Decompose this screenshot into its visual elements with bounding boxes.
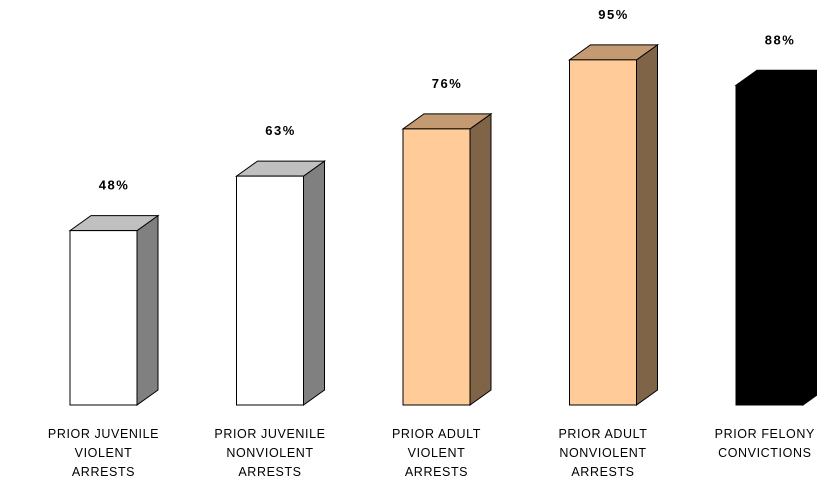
data-label: 63% [265, 123, 296, 138]
data-label: 95% [598, 7, 629, 22]
data-label: 76% [432, 76, 463, 91]
category-label: PRIOR JUVENILE VIOLENT ARRESTS [48, 427, 159, 479]
bar [567, 43, 660, 406]
bar-front-face [402, 128, 471, 406]
category-label-line: ARRESTS [238, 465, 301, 479]
category-label-line: CONVICTIONS [718, 446, 811, 460]
bar-front-face [569, 59, 637, 406]
bar-side-face [802, 74, 817, 406]
data-label: 88% [765, 32, 796, 47]
bar-side-face [136, 214, 159, 406]
category-label-line: PRIOR FELONY [715, 427, 815, 441]
bar [734, 69, 817, 406]
bar-front-face [236, 175, 304, 406]
category-label-line: PRIOR JUVENILE [214, 427, 325, 441]
bar [68, 214, 160, 406]
category-label-line: ARRESTS [405, 465, 468, 479]
bar-side-face [469, 112, 492, 406]
category-label: PRIOR FELONY CONVICTIONS [715, 427, 815, 460]
category-label-line: ARRESTS [72, 465, 135, 479]
bar-side-face [636, 43, 658, 406]
category-label-line: ARRESTS [571, 465, 634, 479]
category-label-line: VIOLENT [408, 446, 466, 460]
category-label: PRIOR ADULT NONVIOLENT ARRESTS [558, 427, 647, 479]
category-label-line: VIOLENT [75, 446, 133, 460]
category-label: PRIOR JUVENILE NONVIOLENT ARRESTS [214, 427, 325, 479]
category-label: PRIOR ADULT VIOLENT ARRESTS [392, 427, 481, 479]
bar [401, 112, 493, 406]
bar [234, 160, 327, 406]
bar-front-face [735, 84, 804, 406]
bar-front-face [69, 230, 138, 406]
bar-side-face [303, 160, 325, 406]
bars-layer [68, 43, 817, 406]
category-label-line: NONVIOLENT [559, 446, 646, 460]
category-label-line: NONVIOLENT [226, 446, 313, 460]
value-labels-layer: 48% 63% 76% 95% 88% [99, 7, 796, 193]
bar-top-face [734, 69, 817, 86]
category-label-line: PRIOR ADULT [558, 427, 647, 441]
data-label: 48% [99, 178, 130, 193]
category-label-line: PRIOR JUVENILE [48, 427, 159, 441]
category-label-line: PRIOR ADULT [392, 427, 481, 441]
